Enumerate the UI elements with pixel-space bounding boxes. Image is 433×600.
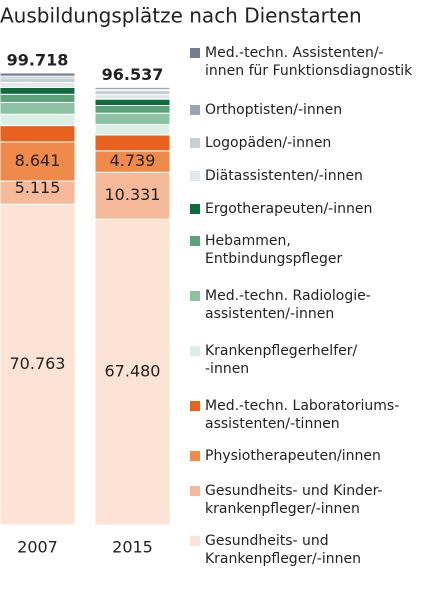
bar-segment bbox=[0, 101, 76, 115]
legend-label: Med.-techn. Radiologie- assistenten/-inn… bbox=[205, 288, 371, 322]
legend-label: Ergotherapeuten/-innen bbox=[205, 201, 373, 217]
legend-item: Orthoptisten/-innen bbox=[190, 101, 342, 119]
value-label: 70.763 bbox=[10, 354, 66, 373]
bar-segment bbox=[0, 87, 76, 95]
value-label: 8.641 bbox=[15, 151, 61, 170]
legend-item: Med.-techn. Assistenten/- innen für Funk… bbox=[190, 44, 412, 80]
chart-title: Ausbildungsplätze nach Dienstarten bbox=[0, 4, 362, 28]
bar-segment bbox=[94, 218, 171, 526]
legend-swatch bbox=[190, 236, 200, 246]
legend-swatch bbox=[190, 401, 200, 411]
legend-item: Diätassistenten/-innen bbox=[190, 167, 363, 185]
legend-item: Physiotherapeuten/innen bbox=[190, 447, 381, 465]
bar-segment bbox=[0, 113, 76, 127]
legend-label: Krankenpflegerhelfer/ -innen bbox=[205, 343, 358, 377]
total-label: 99.718 bbox=[7, 51, 69, 70]
legend-item: Krankenpflegerhelfer/ -innen bbox=[190, 342, 357, 378]
value-label: 5.115 bbox=[15, 178, 61, 197]
legend-swatch bbox=[190, 486, 200, 496]
legend-label: Orthoptisten/-innen bbox=[205, 102, 343, 118]
legend-swatch bbox=[190, 451, 200, 461]
bar-segment bbox=[94, 94, 171, 100]
legend-swatch bbox=[190, 346, 200, 356]
legend-item: Hebammen, Entbindungspfleger bbox=[190, 232, 342, 268]
x-tick-label: 2015 bbox=[112, 538, 153, 557]
legend-label: Med.-techn. Laboratoriums- assistenten/-… bbox=[205, 398, 400, 432]
bar-segment bbox=[94, 90, 171, 96]
legend-swatch bbox=[190, 204, 200, 214]
bar-segment bbox=[94, 112, 171, 126]
legend-label: Med.-techn. Assistenten/- innen für Funk… bbox=[205, 45, 413, 79]
legend-swatch bbox=[190, 536, 200, 546]
value-label: 67.480 bbox=[105, 362, 161, 381]
legend-item: Gesundheits- und Kinder- krankenpfleger/… bbox=[190, 482, 383, 518]
total-label: 96.537 bbox=[102, 65, 164, 84]
legend-swatch bbox=[190, 171, 200, 181]
legend-label: Logopäden/-innen bbox=[205, 135, 332, 151]
bar-segment bbox=[0, 82, 76, 89]
legend-swatch bbox=[190, 291, 200, 301]
bar-segment bbox=[0, 72, 76, 77]
legend-label: Physiotherapeuten/innen bbox=[205, 448, 381, 464]
value-label: 10.331 bbox=[105, 185, 161, 204]
legend-label: Gesundheits- und Krankenpfleger/-innen bbox=[205, 533, 361, 567]
bar-segment bbox=[94, 134, 171, 152]
legend-swatch bbox=[190, 105, 200, 115]
bar-segment bbox=[94, 124, 171, 136]
legend-item: Logopäden/-innen bbox=[190, 134, 331, 152]
bar-segment bbox=[94, 98, 171, 106]
legend-label: Diätassistenten/-innen bbox=[205, 168, 363, 184]
bar-segment bbox=[0, 93, 76, 103]
bar-segment bbox=[0, 77, 76, 84]
legend-item: Med.-techn. Laboratoriums- assistenten/-… bbox=[190, 397, 399, 433]
bar-segment bbox=[94, 104, 171, 114]
legend-label: Hebammen, Entbindungspfleger bbox=[205, 233, 343, 267]
legend-item: Med.-techn. Radiologie- assistenten/-inn… bbox=[190, 287, 371, 323]
bar-segment bbox=[0, 125, 76, 143]
value-label: 4.739 bbox=[110, 151, 156, 170]
legend-swatch bbox=[190, 138, 200, 148]
legend-item: Gesundheits- und Krankenpfleger/-innen bbox=[190, 532, 361, 568]
bar-segment bbox=[0, 203, 76, 526]
legend-item: Ergotherapeuten/-innen bbox=[190, 200, 372, 218]
x-tick-label: 2007 bbox=[17, 538, 58, 557]
bar-segment bbox=[94, 86, 171, 90]
legend-swatch bbox=[190, 48, 200, 58]
legend-label: Gesundheits- und Kinder- krankenpfleger/… bbox=[205, 483, 383, 517]
